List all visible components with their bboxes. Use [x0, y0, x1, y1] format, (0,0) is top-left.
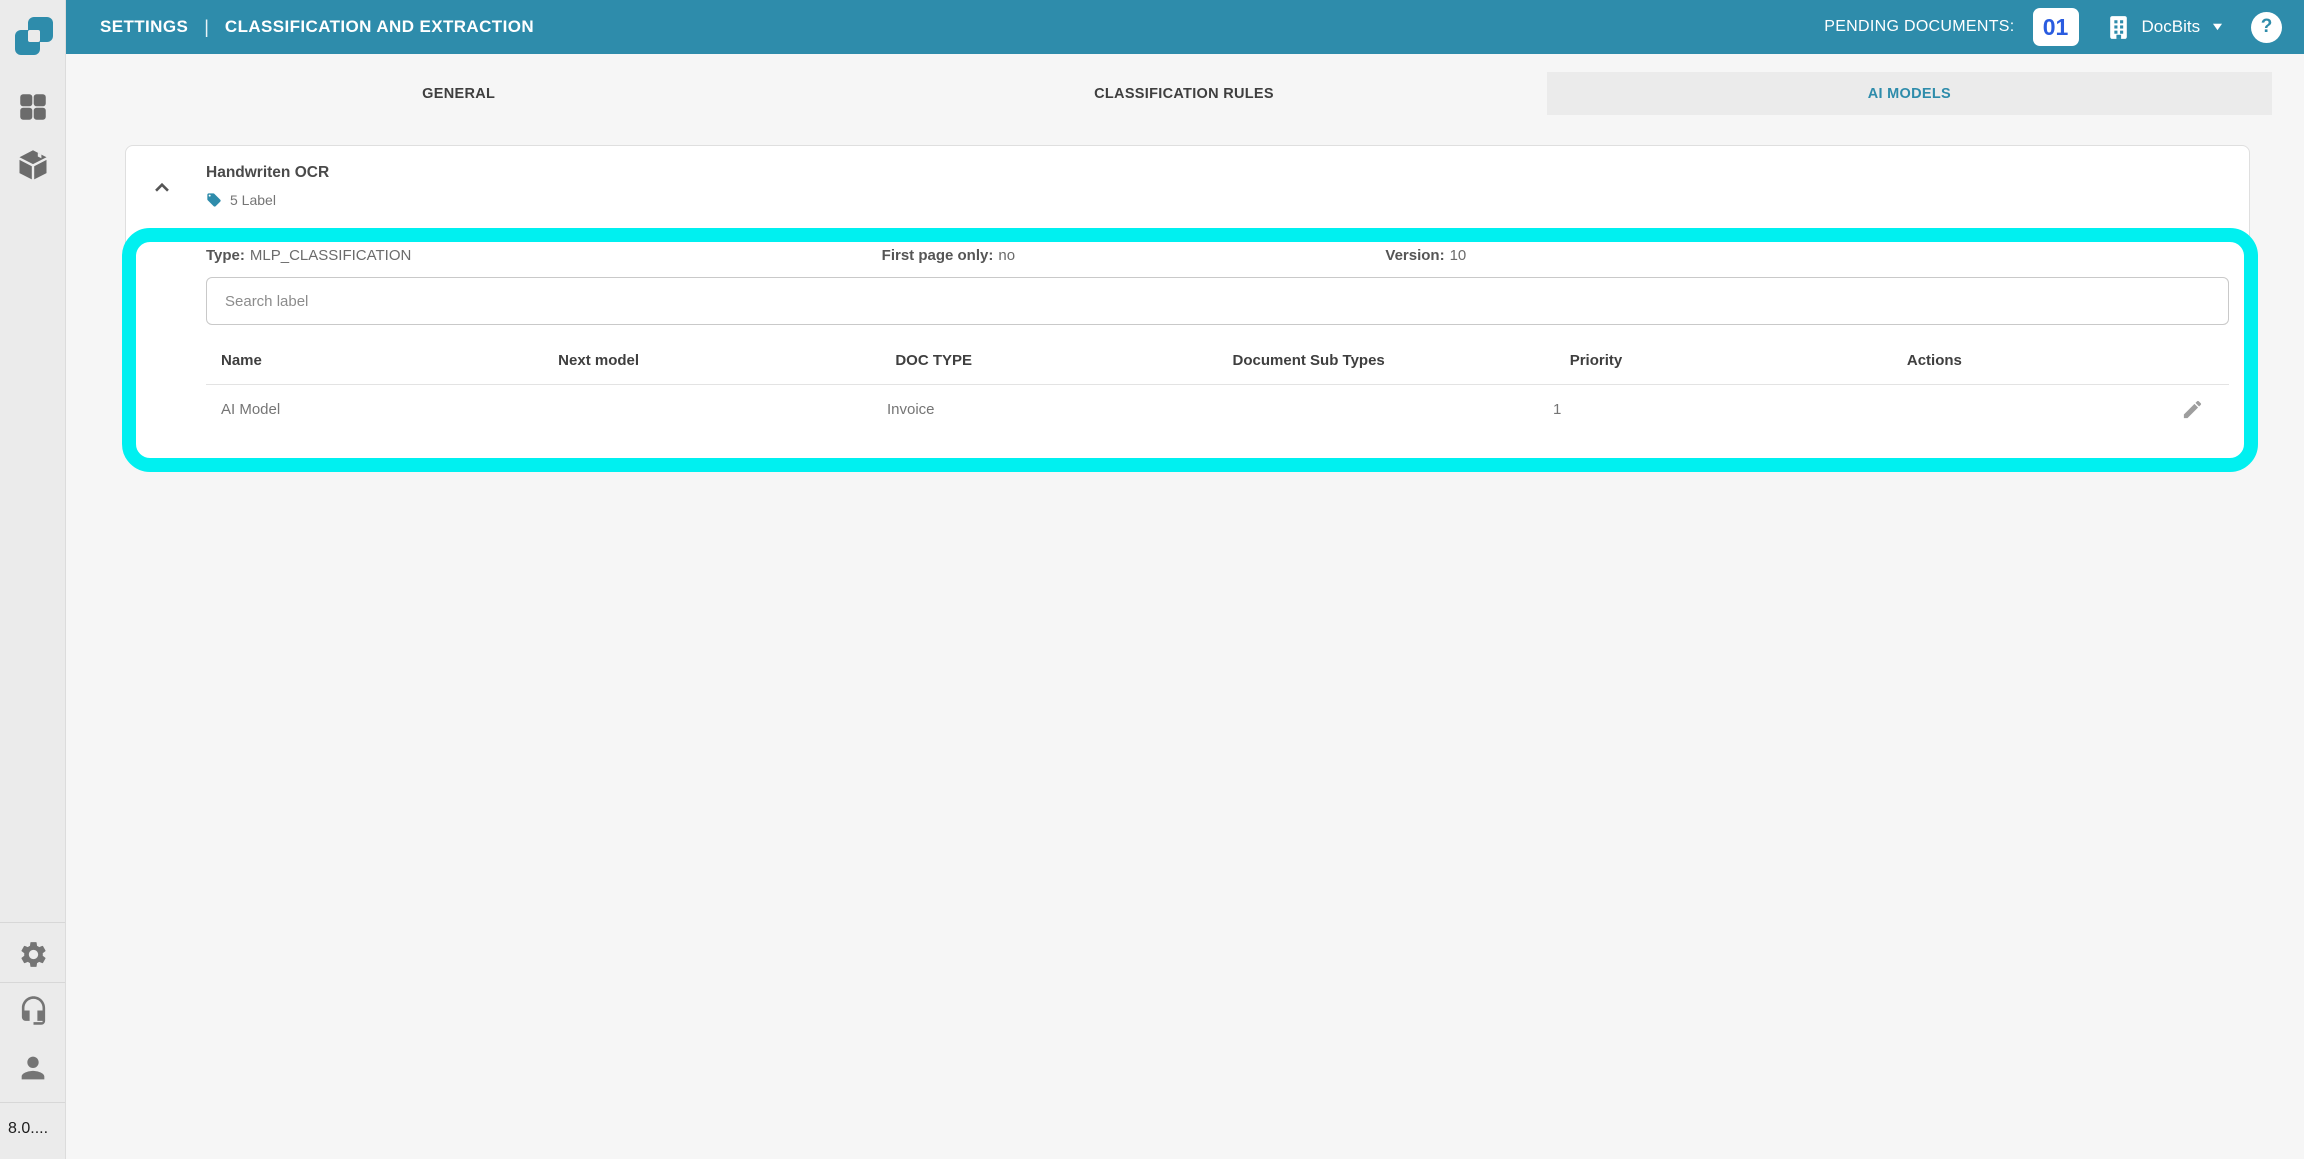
header-right-group: PENDING DOCUMENTS: 01 DocBits ▼ ?: [1824, 8, 2282, 46]
sidebar-item-dashboard[interactable]: [15, 89, 51, 125]
cell-priority: 1: [1553, 400, 1562, 418]
model-version-label: Version:: [1385, 247, 1445, 264]
column-header-doc-type: DOC TYPE: [895, 352, 973, 369]
first-page-only-label: First page only:: [881, 247, 994, 264]
cell-doc-type: Invoice: [887, 400, 935, 418]
docbits-logo-icon: [15, 17, 53, 55]
column-header-name: Name: [221, 352, 262, 369]
model-title: Handwriten OCR: [206, 164, 330, 181]
ai-model-card-header: Handwriten OCR 5 Label: [126, 146, 2249, 229]
ai-model-card: Handwriten OCR 5 Label Type: MLP_CLASSIFI…: [125, 145, 2250, 460]
pencil-icon: [2183, 400, 2201, 418]
headset-icon: [21, 995, 45, 1025]
column-header-next-model: Next model: [558, 352, 640, 369]
tab-general[interactable]: GENERAL: [422, 85, 496, 102]
person-icon: [21, 1056, 45, 1080]
collapse-button[interactable]: [148, 174, 176, 202]
app-version: 8.0....: [8, 1120, 49, 1137]
sidebar-item-packages[interactable]: [15, 147, 51, 183]
sidebar-item-profile[interactable]: [15, 1050, 51, 1086]
pending-documents-label: PENDING DOCUMENTS:: [1824, 18, 2015, 35]
organization-switcher[interactable]: DocBits ▼: [2105, 14, 2226, 41]
column-header-doc-sub-types: Document Sub Types: [1232, 352, 1385, 369]
sidebar-item-support[interactable]: [15, 992, 51, 1028]
help-button[interactable]: ?: [2251, 11, 2282, 43]
column-header-actions: Actions: [1906, 352, 1962, 369]
package-icon: [19, 150, 47, 180]
sidebar: 8.0....: [0, 0, 66, 1159]
column-header-priority: Priority: [1569, 352, 1623, 369]
sidebar-divider: [0, 1102, 65, 1103]
tab-ai-models[interactable]: AI MODELS: [1546, 72, 2272, 115]
labels-table: Name Next model DOC TYPE Document Sub Ty…: [206, 337, 2229, 433]
first-page-only-value: no: [998, 247, 1016, 264]
help-icon: ?: [2260, 16, 2273, 37]
model-label-count: 5 Label: [206, 192, 276, 208]
top-header-bar: SETTINGS | CLASSIFICATION AND EXTRACTION…: [66, 0, 2304, 54]
first-page-only: First page only: no: [882, 247, 1015, 264]
settings-tab-bar: GENERAL CLASSIFICATION RULES AI MODELS: [96, 72, 2272, 115]
chevron-up-icon: [155, 182, 169, 192]
search-label-input[interactable]: [206, 277, 2229, 325]
page-title: CLASSIFICATION AND EXTRACTION: [224, 17, 534, 36]
sidebar-divider: [0, 982, 65, 983]
label-count-text: 5 Label: [230, 192, 276, 208]
model-version-value: 10: [1449, 247, 1467, 264]
model-type: Type: MLP_CLASSIFICATION: [206, 247, 411, 264]
gear-icon: [20, 941, 46, 967]
app-logo[interactable]: [11, 13, 57, 59]
edit-row-button[interactable]: [2180, 397, 2204, 421]
model-meta-row: Type: MLP_CLASSIFICATION First page only:…: [206, 229, 2229, 271]
cell-actions: [1871, 397, 2229, 421]
table-row: AI Model Invoice 1: [206, 385, 2229, 433]
tab-classification-rules[interactable]: CLASSIFICATION RULES: [1094, 85, 1274, 102]
model-version: Version: 10: [1385, 247, 1466, 264]
tag-icon: [207, 193, 221, 207]
org-name: DocBits: [2141, 17, 2201, 36]
pending-documents-count-badge[interactable]: 01: [2032, 8, 2079, 46]
building-icon: [2109, 15, 2127, 39]
grid-icon: [20, 94, 46, 120]
table-header-row: Name Next model DOC TYPE Document Sub Ty…: [206, 337, 2229, 385]
breadcrumb-separator: |: [204, 16, 209, 37]
model-type-label: Type:: [206, 247, 245, 264]
sidebar-item-settings[interactable]: [15, 936, 51, 972]
sidebar-divider: [0, 922, 65, 923]
model-type-value: MLP_CLASSIFICATION: [249, 247, 412, 264]
settings-breadcrumb: SETTINGS: [100, 17, 189, 36]
cell-name: AI Model: [221, 400, 281, 418]
ai-model-card-body: Type: MLP_CLASSIFICATION First page only:…: [126, 229, 2249, 433]
chevron-down-icon: ▼: [2209, 21, 2226, 33]
